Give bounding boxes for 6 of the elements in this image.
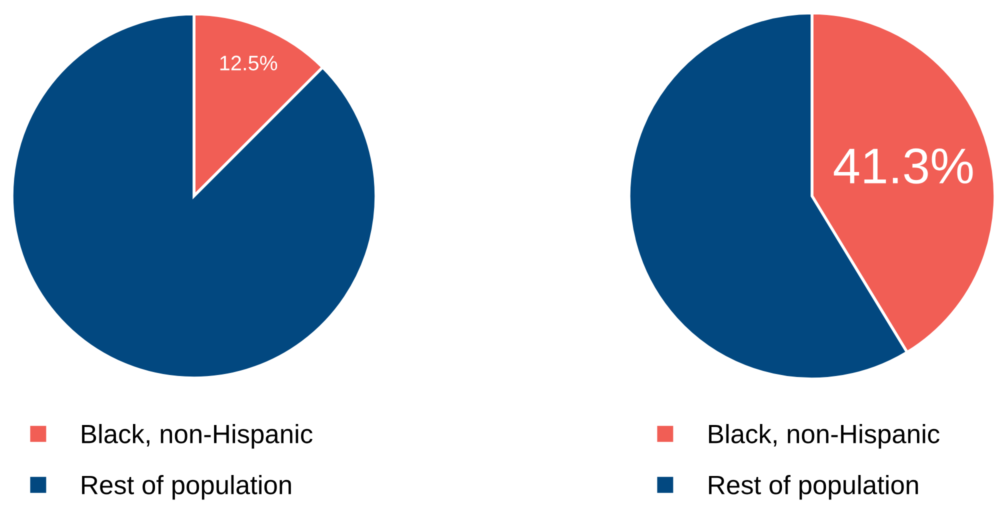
data-label: 12.5%: [220, 56, 278, 70]
data-label: 41.3%: [834, 148, 973, 184]
legend-label: Rest of population: [82, 474, 291, 500]
legend-label: Black, non-Hispanic: [709, 424, 940, 449]
legend-label: Rest of population: [709, 474, 918, 500]
legend-label: Black, non-Hispanic: [82, 424, 312, 449]
